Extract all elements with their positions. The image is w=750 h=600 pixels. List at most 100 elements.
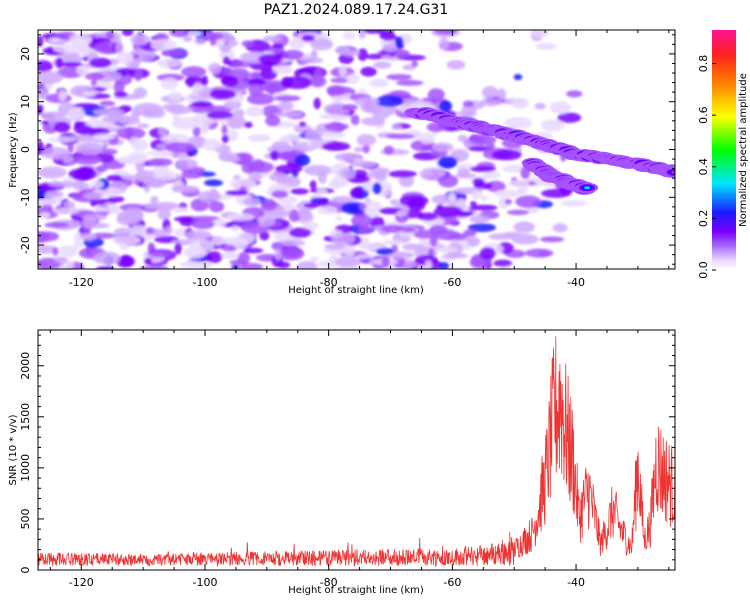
heatmap-blob <box>493 259 513 267</box>
heatmap-blob <box>90 79 98 86</box>
heatmap-blob <box>115 67 137 75</box>
heatmap-blob <box>277 247 305 261</box>
heatmap-blob <box>479 247 496 260</box>
heatmap-blob <box>310 74 326 87</box>
heatmap-blob <box>184 230 212 241</box>
heatmap-blob <box>448 192 456 203</box>
heatmap-blob <box>134 69 143 82</box>
heatmap-blob <box>209 32 217 46</box>
heatmap-blob <box>187 30 202 37</box>
y-tick-label: -20 <box>19 236 32 254</box>
colorbar-tick-label: 0.2 <box>697 210 710 228</box>
colorbar-tick-label: 0.6 <box>697 106 710 124</box>
heatmap-blob <box>501 231 522 238</box>
heatmap-blob <box>354 96 380 107</box>
heatmap-blob <box>433 206 463 218</box>
heatmap-blob <box>395 36 404 48</box>
heatmap-blob <box>413 230 435 239</box>
heatmap-blob <box>205 251 223 264</box>
heatmap-blob <box>113 227 132 238</box>
heatmap-blob <box>271 241 284 251</box>
heatmap-blob <box>274 249 282 261</box>
heatmap-blob <box>513 221 535 233</box>
heatmap-blob <box>300 57 324 64</box>
heatmap-blob <box>335 215 343 222</box>
heatmap-blob <box>375 247 394 256</box>
heatmap-blob <box>513 74 523 81</box>
heatmap-blob <box>127 151 148 164</box>
x-tick-label: -60 <box>443 576 461 589</box>
heatmap-blob <box>63 201 76 208</box>
heatmap-blob <box>165 142 195 153</box>
heatmap-blob <box>150 38 177 52</box>
heatmap-blob <box>120 174 150 180</box>
heatmap-blob <box>246 93 275 105</box>
heatmap-blob <box>324 243 346 250</box>
heatmap-blob <box>145 227 155 235</box>
heatmap-blob <box>208 201 225 213</box>
heatmap-blob <box>221 251 240 259</box>
heatmap-blob <box>400 226 417 233</box>
heatmap-blob <box>438 174 459 188</box>
heatmap-blob <box>557 112 582 123</box>
heatmap-blob <box>102 115 129 123</box>
x-tick-label: -100 <box>192 576 217 589</box>
heatmap-blob <box>198 90 210 97</box>
heatmap-blob <box>358 226 374 234</box>
heatmap-blob <box>472 178 485 186</box>
heatmap-blob <box>566 90 583 98</box>
heatmap-blob <box>342 50 360 57</box>
y-tick-label: 1500 <box>19 403 32 431</box>
heatmap-blob <box>290 188 309 195</box>
heatmap-blob <box>534 102 546 110</box>
heatmap-blob <box>261 198 277 211</box>
heatmap-blob <box>68 168 97 181</box>
heatmap-blob <box>113 91 128 98</box>
heatmap-blob <box>317 171 327 184</box>
heatmap-blob <box>334 257 362 268</box>
x-tick-label: -100 <box>192 276 217 289</box>
heatmap-blob <box>457 168 470 177</box>
heatmap-blob <box>364 211 381 217</box>
heatmap-blob <box>438 100 453 112</box>
heatmap-blob <box>351 214 373 227</box>
heatmap-blob <box>309 256 319 263</box>
heatmap-blob <box>267 84 277 95</box>
heatmap-blob <box>424 260 433 269</box>
heatmap-blob <box>156 58 183 68</box>
heatmap-blob <box>396 80 424 86</box>
heatmap-blob <box>525 248 554 258</box>
heatmap-blob <box>442 253 469 259</box>
heatmap-blob <box>99 100 116 107</box>
heatmap-blob <box>506 209 530 216</box>
heatmap-blob <box>402 243 425 251</box>
heatmap-blob <box>382 239 404 246</box>
y-tick-label: 500 <box>19 508 32 529</box>
heatmap-blob <box>342 167 356 180</box>
heatmap-blob <box>535 42 558 51</box>
snr-y-ticks: 0 500 1000 1500 2000 <box>19 334 675 574</box>
heatmap-blob <box>560 200 587 207</box>
heatmap-blob <box>530 30 550 38</box>
heatmap-blob <box>225 190 249 196</box>
heatmap-blob <box>391 124 403 130</box>
heatmap-blob <box>375 95 404 107</box>
heatmap-blob <box>52 207 80 215</box>
heatmap-blob <box>232 109 245 118</box>
colorbar-label: Normalized spectral amplitude <box>738 73 749 227</box>
heatmap-blob <box>274 111 303 118</box>
heatmap-blob <box>411 60 419 68</box>
heatmap-blob <box>180 261 209 269</box>
heatmap-blob <box>179 217 196 227</box>
heatmap-blob <box>247 161 275 173</box>
heatmap-blob <box>156 73 185 82</box>
heatmap-blob <box>273 145 298 151</box>
heatmap-blob <box>456 110 478 117</box>
heatmap-blob <box>358 30 366 39</box>
heatmap-blob <box>190 198 209 212</box>
heatmap-blob <box>74 120 82 128</box>
heatmap-blob <box>386 251 415 259</box>
colorbar-tick-label: 0.0 <box>697 261 710 279</box>
heatmap-blob <box>481 86 499 99</box>
heatmap-blob <box>504 199 512 205</box>
